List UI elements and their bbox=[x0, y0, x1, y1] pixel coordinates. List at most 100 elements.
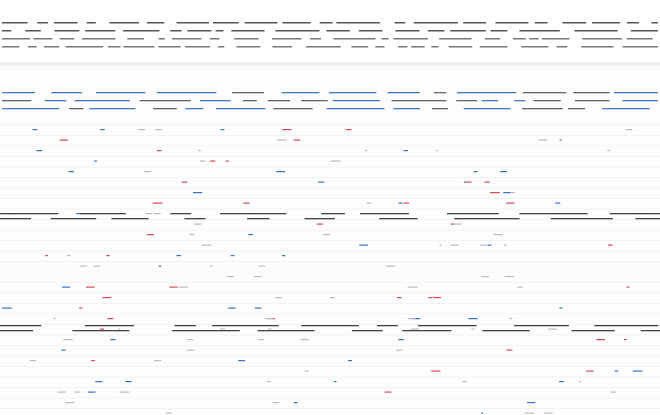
header-text-line bbox=[231, 30, 265, 32]
section-text-line bbox=[0, 330, 34, 332]
section-text-line bbox=[211, 325, 279, 327]
cell-mark bbox=[157, 150, 162, 152]
section-text-line bbox=[571, 330, 615, 332]
header-text-line bbox=[306, 46, 341, 48]
header-text-line bbox=[85, 30, 116, 32]
nav-text-line bbox=[391, 100, 447, 102]
link-text-line bbox=[463, 108, 511, 110]
cell-mark bbox=[559, 381, 564, 383]
header-text-line bbox=[358, 30, 383, 32]
cell-mark bbox=[559, 307, 563, 309]
nav-text-line bbox=[232, 92, 265, 94]
cell-mark bbox=[76, 213, 82, 215]
cell-mark bbox=[119, 391, 130, 393]
nav-text-line bbox=[139, 100, 191, 102]
cell-mark bbox=[544, 412, 553, 414]
cell-mark bbox=[45, 255, 48, 257]
section-text-line bbox=[454, 218, 520, 220]
header-text-line bbox=[28, 46, 37, 48]
cell-mark bbox=[276, 139, 287, 141]
header-text-line bbox=[626, 38, 653, 40]
cell-mark bbox=[61, 349, 66, 351]
section-text-line bbox=[257, 330, 315, 332]
cell-mark bbox=[293, 139, 301, 141]
header-text-line bbox=[212, 22, 239, 24]
cell-mark bbox=[524, 412, 535, 414]
header-text-line bbox=[448, 46, 473, 48]
cell-mark bbox=[607, 150, 611, 152]
cell-mark bbox=[318, 181, 325, 183]
cell-mark bbox=[345, 129, 352, 131]
cell-mark bbox=[398, 339, 404, 341]
header-text-line bbox=[556, 46, 568, 48]
header-text-line bbox=[218, 46, 225, 48]
cell-mark bbox=[397, 297, 402, 299]
cell-mark bbox=[509, 318, 513, 320]
header-text-line bbox=[395, 30, 420, 32]
link-text-line bbox=[328, 92, 377, 94]
cell-mark bbox=[79, 307, 83, 309]
section-text-line bbox=[447, 213, 499, 215]
cell-mark bbox=[268, 328, 272, 330]
cell-mark bbox=[88, 391, 96, 393]
cell-mark bbox=[433, 297, 441, 299]
cell-mark bbox=[189, 234, 194, 236]
cell-mark bbox=[407, 286, 418, 288]
cell-mark bbox=[67, 255, 71, 257]
header-text-line bbox=[310, 38, 322, 40]
cell-mark bbox=[511, 192, 515, 194]
cell-mark bbox=[463, 181, 467, 183]
link-text-line bbox=[215, 108, 266, 110]
link-text-line bbox=[514, 100, 526, 102]
nav-text-line bbox=[456, 100, 478, 102]
cell-mark bbox=[2, 307, 12, 309]
cell-mark bbox=[29, 360, 36, 362]
cell-mark bbox=[272, 402, 280, 404]
section-text-line bbox=[351, 330, 383, 332]
header-text-line bbox=[2, 46, 20, 48]
header-text-line bbox=[574, 30, 618, 32]
cell-mark bbox=[254, 307, 262, 309]
cell-mark bbox=[169, 286, 178, 288]
section-text-line bbox=[402, 330, 452, 332]
nav-text-line bbox=[267, 100, 291, 102]
header-separator bbox=[0, 62, 660, 66]
cell-mark bbox=[450, 223, 454, 225]
header-text-line bbox=[413, 22, 458, 24]
header-text-line bbox=[393, 38, 428, 40]
header-text-line bbox=[490, 30, 508, 32]
header-text-line bbox=[184, 46, 210, 48]
cell-mark bbox=[462, 381, 468, 383]
header-text-line bbox=[25, 30, 41, 32]
header-text-line bbox=[521, 46, 549, 48]
cell-mark bbox=[275, 297, 282, 299]
link-text-line bbox=[456, 92, 517, 94]
header-text-line bbox=[626, 22, 639, 24]
cell-mark bbox=[293, 402, 298, 404]
cell-mark bbox=[110, 339, 116, 341]
nav-text-line bbox=[522, 92, 567, 94]
header-text-line bbox=[2, 38, 31, 40]
section-text-line bbox=[111, 218, 149, 220]
header-text-line bbox=[333, 38, 376, 40]
header-text-line bbox=[381, 38, 389, 40]
link-text-line bbox=[156, 92, 217, 94]
header-text-line bbox=[651, 22, 658, 24]
nav-text-line bbox=[533, 100, 561, 102]
cell-mark bbox=[65, 402, 75, 404]
cell-mark bbox=[625, 129, 633, 131]
cell-mark bbox=[480, 244, 489, 246]
link-text-line bbox=[326, 108, 385, 110]
section-text-line bbox=[0, 213, 59, 215]
cell-mark bbox=[187, 339, 194, 341]
cell-mark bbox=[36, 150, 43, 152]
header-text-line bbox=[513, 38, 526, 40]
header-text-line bbox=[37, 22, 48, 24]
cell-mark bbox=[266, 381, 271, 383]
header-text-line bbox=[431, 46, 439, 48]
cell-mark bbox=[410, 318, 421, 320]
link-text-line bbox=[622, 100, 658, 102]
section-text-line bbox=[635, 218, 660, 220]
cell-mark bbox=[300, 339, 309, 341]
cell-mark bbox=[57, 391, 66, 393]
